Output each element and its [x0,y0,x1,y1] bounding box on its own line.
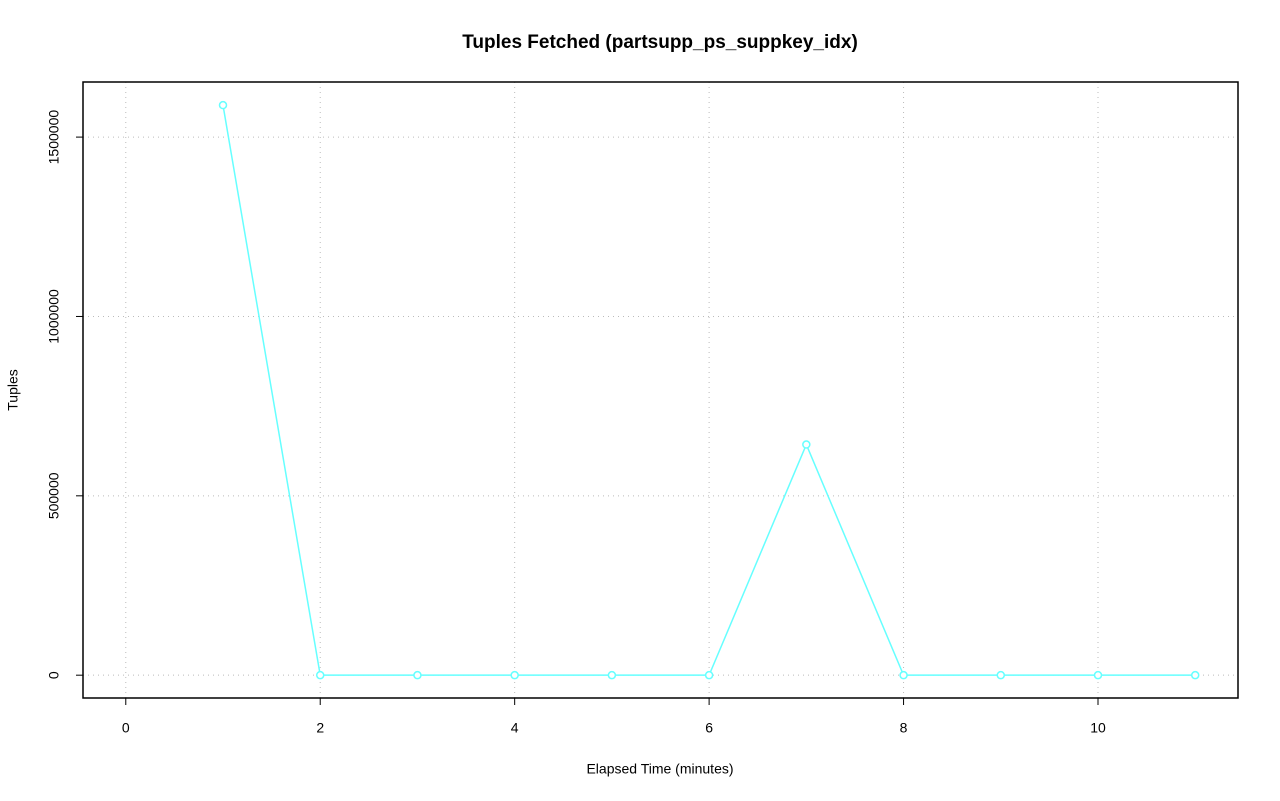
x-tick-label: 10 [1090,720,1106,736]
x-tick-label: 8 [900,720,908,736]
x-axis-title: Elapsed Time (minutes) [586,761,733,777]
y-tick-label: 0 [46,671,62,679]
plot-frame [82,81,1239,699]
data-point [607,670,617,680]
data-point [413,670,422,680]
data-point [218,100,228,110]
x-tick-label: 0 [122,720,130,736]
data-point [1190,670,1200,680]
x-tick-label: 6 [705,720,713,736]
x-tick-label: 2 [316,720,324,736]
data-point [802,440,811,449]
y-axis-title: Tuples [5,369,21,411]
y-tick-label: 1000000 [46,289,62,344]
data-point [996,670,1006,680]
chart-title: Tuples Fetched (partsupp_ps_suppkey_idx) [462,32,858,53]
data-point [704,670,714,680]
data-point [1093,670,1103,680]
line-series [222,105,1196,676]
data-point [315,670,325,680]
data-point [510,670,519,680]
y-tick-label: 500000 [46,472,62,519]
data-point [899,670,908,680]
y-tick-label: 1500000 [46,110,62,165]
x-tick-label: 4 [511,720,519,736]
